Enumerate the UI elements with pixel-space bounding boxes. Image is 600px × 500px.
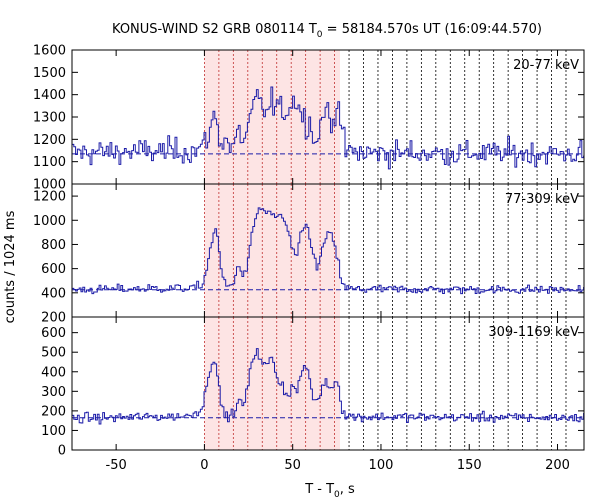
y-tick-label: 1500 xyxy=(33,66,66,81)
x-tick-label: 200 xyxy=(545,458,570,473)
emission-interval-shade xyxy=(204,317,341,450)
y-tick-label: 1300 xyxy=(33,111,66,126)
y-tick-label: 1200 xyxy=(33,190,66,205)
y-tick-label: 200 xyxy=(41,311,66,326)
lightcurve-series xyxy=(72,86,585,170)
emission-interval-shade xyxy=(204,50,341,184)
y-tick-label: 1000 xyxy=(33,178,66,193)
y-tick-label: 600 xyxy=(41,326,66,341)
x-tick-label: 0 xyxy=(200,458,208,473)
panel-2: 200 400 600 800 1000 1200 77-309 keV xyxy=(33,183,585,326)
y-tick-label: 1200 xyxy=(33,133,66,148)
y-tick-label: 400 xyxy=(41,365,66,380)
y-tick-label: 1600 xyxy=(33,44,66,59)
y-tick-label: 300 xyxy=(41,385,66,400)
y-tick-label: 0 xyxy=(58,444,66,459)
y-tick-label: 1100 xyxy=(33,155,66,170)
y-tick-label: 400 xyxy=(41,286,66,301)
x-tick-label: 50 xyxy=(284,458,301,473)
panel-frame xyxy=(71,316,585,451)
lightcurve-series xyxy=(72,348,585,425)
y-tick-label: 100 xyxy=(41,424,66,439)
y-tick-label: 600 xyxy=(41,262,66,277)
x-axis-label: T - T0, s xyxy=(304,482,355,500)
y-axis-label: counts / 1024 ms xyxy=(3,210,18,323)
energy-band-label: 77-309 keV xyxy=(505,192,579,207)
energy-band-label: 309-1169 keV xyxy=(488,325,579,340)
x-tick-label: 100 xyxy=(369,458,394,473)
x-tick-label: 150 xyxy=(457,458,482,473)
panel-3: 0 100 200 300 400 500 600 -50 0 50 100 150 200 309-11… xyxy=(41,316,585,473)
y-tick-label: 500 xyxy=(41,346,66,361)
energy-band-label: 20-77 keV xyxy=(513,58,579,73)
y-tick-label: 1400 xyxy=(33,88,66,103)
chart-title: KONUS-WIND S2 GRB 080114 T0 = 58184.570s… xyxy=(112,22,542,40)
y-tick-label: 200 xyxy=(41,404,66,419)
lightcurve-series xyxy=(72,207,585,295)
x-tick-label: -50 xyxy=(106,458,127,473)
y-tick-label: 1000 xyxy=(33,214,66,229)
panel-1: 1000 1100 1200 1300 1400 1500 1600 20-77 keV xyxy=(33,44,585,193)
y-tick-label: 800 xyxy=(41,238,66,253)
emission-interval-shade xyxy=(204,184,341,317)
